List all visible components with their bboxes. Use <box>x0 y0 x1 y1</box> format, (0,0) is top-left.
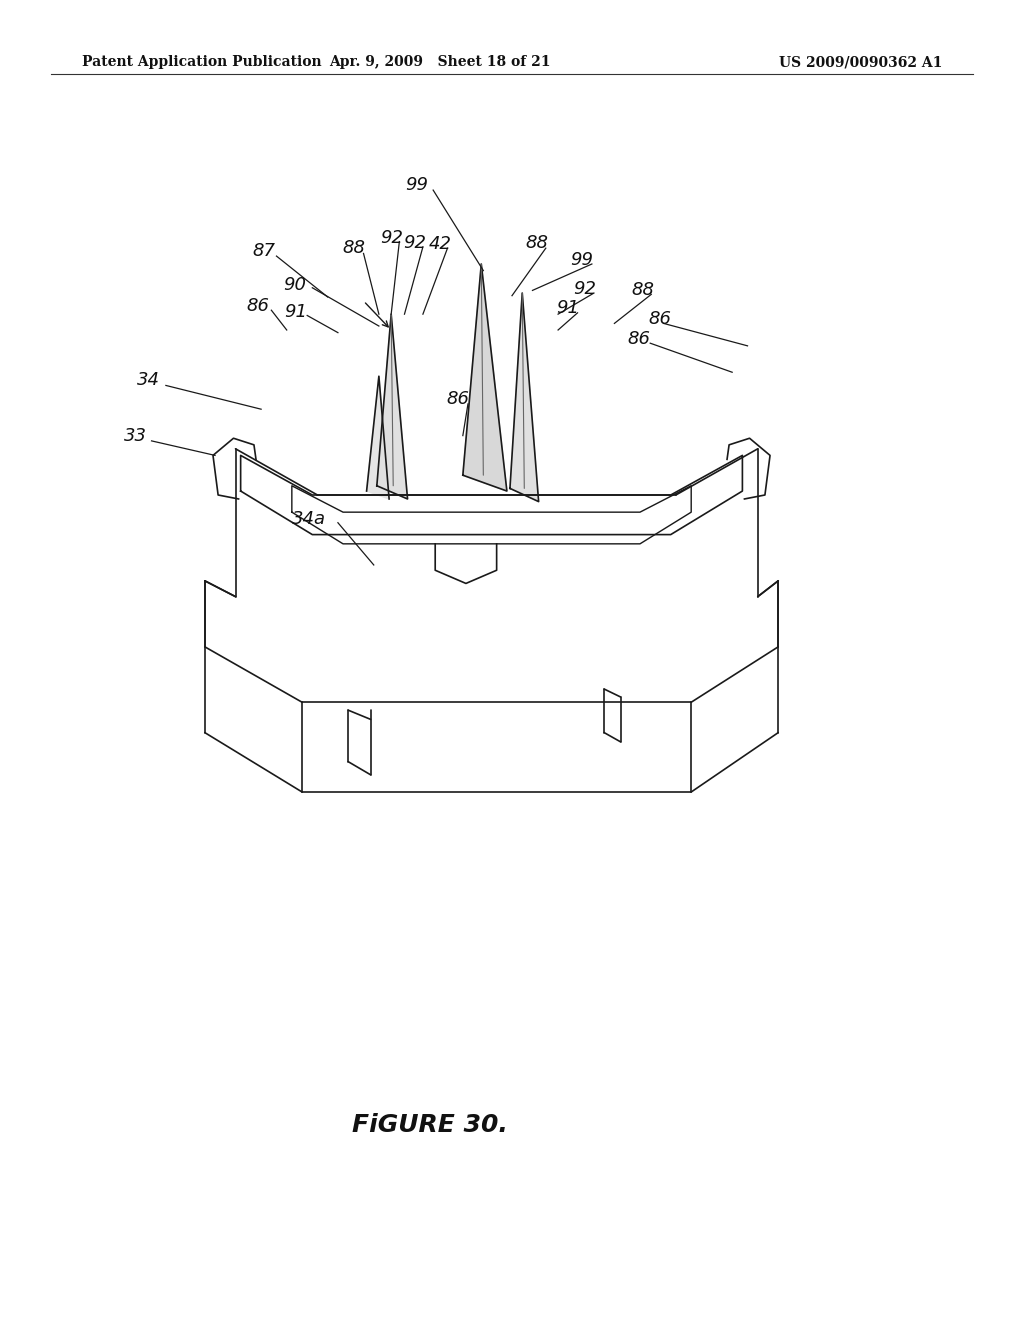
Text: US 2009/0090362 A1: US 2009/0090362 A1 <box>778 55 942 70</box>
Text: 33: 33 <box>124 426 146 445</box>
Text: 86: 86 <box>247 297 269 315</box>
Text: 99: 99 <box>406 176 428 194</box>
Text: 99: 99 <box>570 251 593 269</box>
Polygon shape <box>510 293 539 502</box>
Text: 42: 42 <box>429 235 452 253</box>
Text: 92: 92 <box>381 228 403 247</box>
Text: 91: 91 <box>556 298 579 317</box>
Text: 34a: 34a <box>292 510 327 528</box>
Text: Apr. 9, 2009   Sheet 18 of 21: Apr. 9, 2009 Sheet 18 of 21 <box>330 55 551 70</box>
Text: 34: 34 <box>137 371 160 389</box>
Text: 92: 92 <box>573 280 596 298</box>
Text: 88: 88 <box>343 239 366 257</box>
Text: 88: 88 <box>525 234 548 252</box>
Text: FiGURE 30.: FiGURE 30. <box>352 1113 508 1137</box>
Text: Patent Application Publication: Patent Application Publication <box>82 55 322 70</box>
Text: 86: 86 <box>446 389 469 408</box>
Text: 87: 87 <box>253 242 275 260</box>
Text: 86: 86 <box>648 310 671 329</box>
Polygon shape <box>377 314 408 499</box>
Polygon shape <box>367 376 389 499</box>
Text: 90: 90 <box>284 276 306 294</box>
Text: 86: 86 <box>628 330 650 348</box>
Text: 91: 91 <box>285 302 307 321</box>
Text: 92: 92 <box>403 234 426 252</box>
Polygon shape <box>463 264 507 491</box>
Text: 88: 88 <box>632 281 654 300</box>
